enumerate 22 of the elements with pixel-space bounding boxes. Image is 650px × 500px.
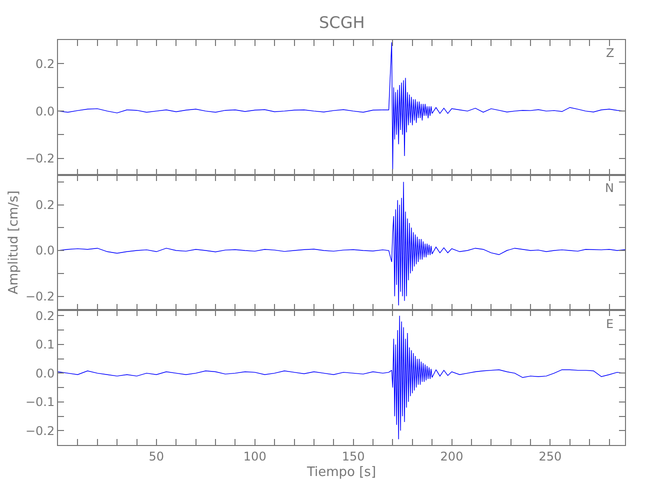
x-tick-label: 150 xyxy=(342,449,365,464)
y-axis-title: Amplitud [cm/s] xyxy=(6,190,22,294)
y-tick-label: −0.2 xyxy=(25,289,55,304)
y-tick-label: 0.0 xyxy=(36,366,55,380)
y-tick-label: −0.1 xyxy=(25,395,55,410)
y-tick-label: 0.2 xyxy=(36,308,55,323)
y-tick-label: 0.1 xyxy=(36,338,55,352)
y-tick-label: −0.2 xyxy=(25,152,55,166)
x-tick-label: 50 xyxy=(148,449,164,464)
x-tick-label: 250 xyxy=(538,449,562,464)
y-tick-label: 0.0 xyxy=(36,244,55,258)
y-tick-label: −0.2 xyxy=(25,424,55,438)
annotation: E xyxy=(606,317,614,331)
y-tick-label: 0.0 xyxy=(36,104,55,118)
x-tick-label: 100 xyxy=(243,449,266,464)
y-tick-label: 0.2 xyxy=(36,56,55,71)
chart-title: SCGH xyxy=(319,13,365,32)
annotation: N xyxy=(605,181,614,195)
x-axis-title: Tiempo [s] xyxy=(306,465,376,480)
y-tick-label: 0.2 xyxy=(36,198,55,212)
x-tick-label: 200 xyxy=(440,449,464,464)
annotation: Z xyxy=(606,46,614,60)
